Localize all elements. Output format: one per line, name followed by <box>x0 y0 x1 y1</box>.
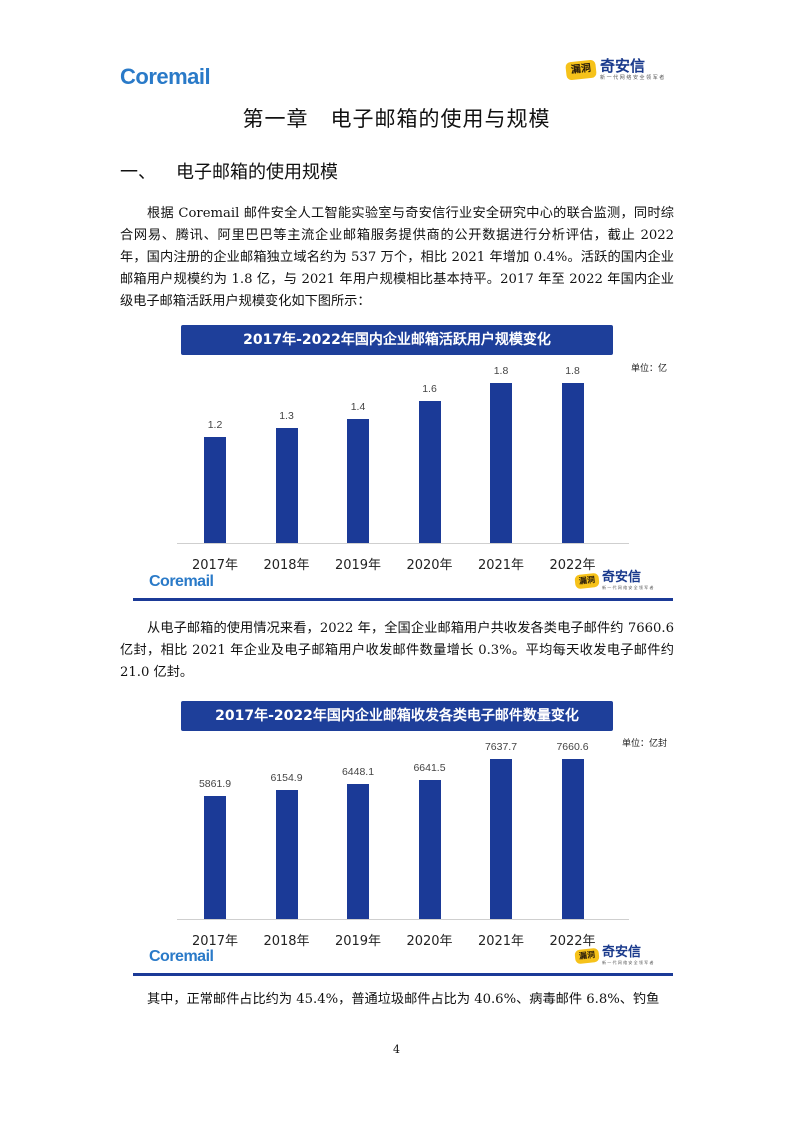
paragraph-breakdown: 其中，正常邮件占比约为 45.4%，普通垃圾邮件占比为 40.6%、病毒邮件 6… <box>147 992 660 1007</box>
chart-x-tick-label: 2017年 <box>191 934 239 949</box>
chart-bar <box>275 428 298 543</box>
coremail-logo: Coremail <box>120 64 211 89</box>
chart-data-label: 1.8 <box>565 365 580 377</box>
chart-x-tick-label: 2019年 <box>334 934 382 949</box>
chart-x-tick-label: 2021年 <box>477 934 525 949</box>
section-title: 电子邮箱的使用规模 <box>176 162 338 183</box>
chart-footer-qianxin-mark: 漏洞 <box>574 572 600 589</box>
chart-footer-qianxin-mark: 漏洞 <box>574 947 600 964</box>
chart-data-label: 1.4 <box>350 401 366 413</box>
chart-x-tick-label: 2022年 <box>549 558 596 573</box>
chart-bar <box>561 759 584 919</box>
chart-data-label: 1.2 <box>207 419 223 431</box>
chart-bar <box>204 437 226 543</box>
chart-footer-coremail-logo: Coremail <box>149 573 214 590</box>
chart-bar <box>561 383 584 543</box>
chart-data-label: 5861.9 <box>198 778 232 790</box>
chart-x-tick-label: 2018年 <box>263 934 310 949</box>
chart-title: 2017年-2022年国内企业邮箱活跃用户规模变化 <box>181 325 613 355</box>
chart-x-axis <box>177 919 629 920</box>
chart-footer-qianxin-name: 奇安信 <box>602 570 642 585</box>
chart-footer-qianxin-subtitle: 新 一 代 网 络 安 全 领 军 者 <box>602 960 654 965</box>
chart-x-tick-label: 2017年 <box>191 558 239 573</box>
chart-data-label: 1.8 <box>493 365 509 377</box>
chart-footer-qianxin-subtitle: 新 一 代 网 络 安 全 领 军 者 <box>602 585 654 590</box>
chart-x-tick-label: 2022年 <box>549 934 596 949</box>
chart-footer-qianxin-name: 奇安信 <box>602 945 642 960</box>
chart-data-label: 7660.6 <box>556 741 589 753</box>
chart-data-label: 7637.7 <box>484 741 518 753</box>
chart-bar <box>418 780 441 919</box>
chart-x-tick-label: 2019年 <box>334 558 382 573</box>
chart-bar <box>275 790 298 919</box>
chart-bar <box>490 759 512 919</box>
chart-x-tick-label: 2021年 <box>477 558 525 573</box>
chart-x-tick-label: 2020年 <box>406 558 453 573</box>
chart-title: 2017年-2022年国内企业邮箱收发各类电子邮件数量变化 <box>181 701 613 731</box>
qianxin-logo-mark: 漏洞 <box>565 59 597 81</box>
qianxin-logo-subtitle: 新 一 代 网 络 安 全 领 军 者 <box>600 75 665 81</box>
chapter-title: 第一章 电子邮箱的使用与规模 <box>242 107 551 131</box>
chart-data-label: 6448.1 <box>341 766 375 778</box>
section-number: 一、 <box>120 162 156 183</box>
chart-footer-coremail-logo: Coremail <box>149 948 214 965</box>
chart-email-volume: 2017年-2022年国内企业邮箱收发各类电子邮件数量变化 单位：亿封 Core… <box>133 699 673 979</box>
paragraph-intro: 根据 Coremail 邮件安全人工智能实验室与奇安信行业安全研究中心的联合监测… <box>120 206 674 309</box>
chart-bar <box>490 383 512 543</box>
chart-bar <box>204 796 226 919</box>
chart-data-label: 6154.9 <box>270 772 303 784</box>
qianxin-logo: 漏洞 奇安信 新 一 代 网 络 安 全 领 军 者 <box>565 57 665 82</box>
chart-bar <box>347 419 369 543</box>
chart-active-users: 2017年-2022年国内企业邮箱活跃用户规模变化 单位：亿 Coremail … <box>133 323 673 603</box>
page-number: 4 <box>393 1043 400 1056</box>
chart-x-tick-label: 2018年 <box>263 558 310 573</box>
chart-data-label: 6641.5 <box>413 762 446 774</box>
chart-footer-qianxin-logo: 漏洞 奇安信 新 一 代 网 络 安 全 领 军 者 <box>574 945 654 965</box>
chart-bar <box>418 401 441 543</box>
chart-bottom-rule <box>133 973 673 976</box>
chart-footer-qianxin-logo: 漏洞 奇安信 新 一 代 网 络 安 全 领 军 者 <box>574 570 654 590</box>
chart-x-tick-label: 2020年 <box>406 934 453 949</box>
chart-data-label: 1.3 <box>279 410 294 422</box>
chart-unit: 单位：亿封 <box>621 739 667 749</box>
chart-data-label: 1.6 <box>422 383 437 395</box>
qianxin-logo-name: 奇安信 <box>600 57 646 75</box>
paragraph-email-volume: 从电子邮箱的使用情况来看，2022 年，全国企业邮箱用户共收发各类电子邮件约 7… <box>120 621 674 680</box>
chart-bottom-rule <box>133 598 673 601</box>
chart-unit: 单位：亿 <box>630 364 667 374</box>
chart-x-axis <box>177 543 629 544</box>
chart-bar <box>347 784 369 919</box>
section-heading: 一、 电子邮箱的使用规模 <box>120 158 338 184</box>
